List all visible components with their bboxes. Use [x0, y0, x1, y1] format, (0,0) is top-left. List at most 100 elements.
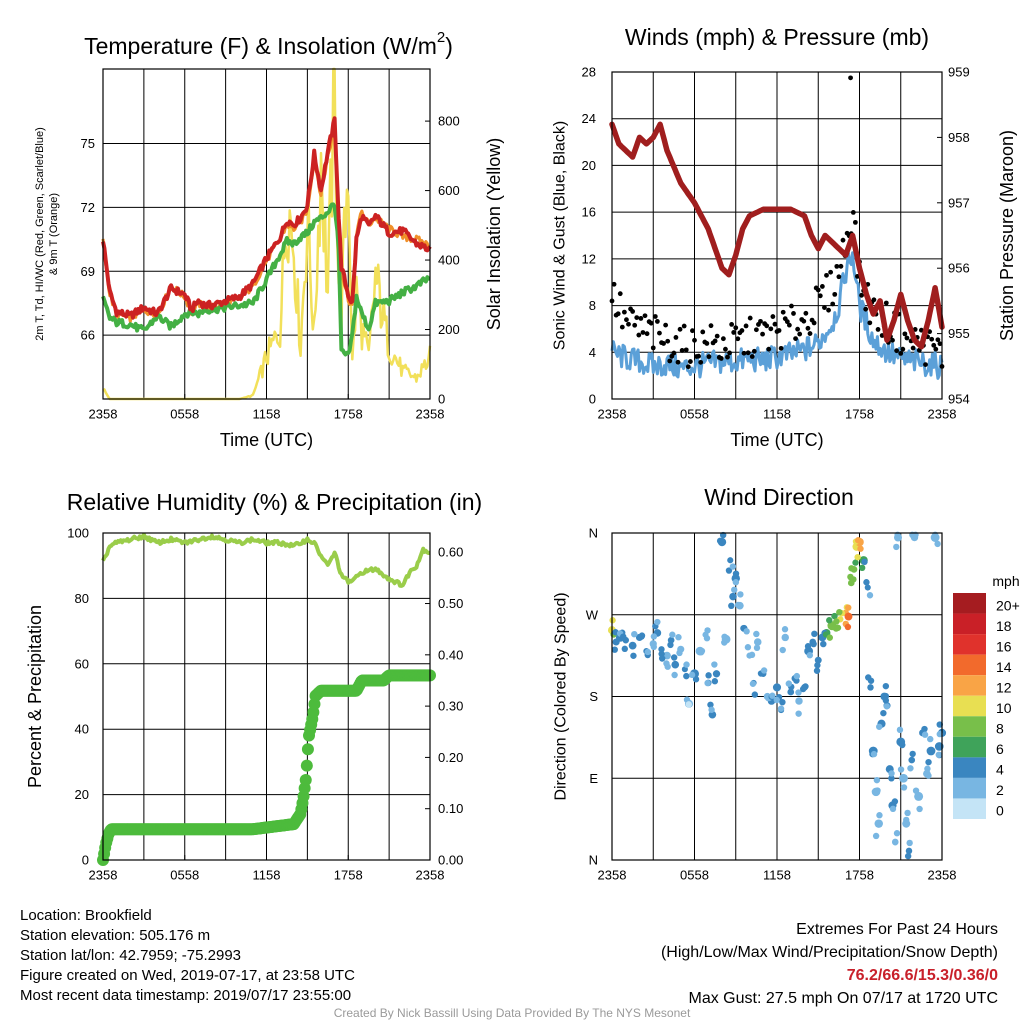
colorbar-title: mph	[992, 573, 1019, 589]
direction-point	[704, 627, 711, 634]
direction-point	[872, 832, 880, 840]
direction-point	[683, 661, 690, 668]
direction-point	[725, 567, 733, 574]
y-axis-label: Sonic Wind & Gust (Blue, Black)	[552, 121, 569, 350]
gust-point	[780, 309, 786, 315]
gust-point	[611, 281, 617, 287]
gust-point	[776, 328, 782, 333]
colorbar-label: 12	[996, 679, 1012, 695]
extremes-title: Extremes For Past 24 Hours	[796, 921, 998, 938]
direction-point	[650, 643, 657, 651]
direction-point	[891, 798, 899, 805]
direction-point	[727, 557, 734, 564]
direction-point	[874, 787, 881, 794]
direction-point	[728, 602, 735, 610]
gust-point	[937, 341, 943, 347]
gust-point	[898, 350, 904, 356]
colorbar-label: 14	[996, 659, 1012, 675]
direction-point	[779, 646, 786, 654]
y-tick-label: 0	[589, 392, 596, 407]
y-tick-label: 20	[582, 158, 596, 173]
gust-point	[778, 345, 784, 351]
y2-tick-label: 954	[948, 392, 970, 407]
direction-point	[620, 633, 627, 640]
y2-tick-label: 0.60	[438, 545, 463, 560]
direction-point	[912, 787, 920, 794]
gust-point	[793, 336, 798, 341]
direction-point	[880, 709, 887, 717]
direction-point	[628, 641, 637, 650]
y-tick-label: 80	[75, 591, 89, 606]
direction-point	[810, 640, 817, 648]
colorbar-label: 20+	[996, 597, 1020, 613]
precip-point	[301, 743, 314, 756]
direction-point	[650, 633, 658, 640]
y2-tick-label: 957	[948, 195, 970, 210]
direction-point	[907, 765, 914, 772]
colorbar-cell	[953, 798, 986, 819]
direction-point	[811, 630, 818, 638]
latlon-text: Station lat/lon: 42.7959; -75.2993	[20, 947, 242, 964]
direction-point	[737, 591, 744, 598]
y2-tick-label: 0.00	[438, 853, 463, 868]
direction-point	[744, 644, 752, 651]
y-tick-label: 40	[75, 722, 89, 737]
direction-point	[897, 766, 905, 773]
colorbar-cell	[953, 675, 986, 696]
gust-point	[859, 292, 864, 298]
gust-point	[789, 303, 794, 309]
direction-point	[903, 816, 910, 824]
x-tick-label: 0558	[170, 868, 199, 883]
y-tick-label: 20	[75, 787, 89, 802]
direction-point	[704, 679, 711, 687]
direction-point	[876, 812, 883, 819]
direction-point	[658, 646, 665, 653]
direction-point	[896, 726, 904, 734]
y2-tick-label: 600	[438, 183, 460, 198]
y-tick-label: W	[586, 607, 599, 622]
direction-point	[863, 579, 870, 586]
direction-point	[753, 630, 760, 638]
direction-point	[664, 663, 671, 670]
gust-point	[840, 237, 846, 243]
direction-point	[779, 698, 786, 706]
direction-point	[630, 652, 637, 659]
colorbar-cell	[953, 593, 986, 614]
gust-point	[883, 300, 889, 306]
gust-point	[838, 263, 844, 269]
direction-point	[721, 633, 728, 640]
gust-point	[745, 350, 751, 356]
gust-point	[824, 272, 829, 278]
direction-point	[867, 684, 874, 691]
colorbar-label: 4	[996, 762, 1004, 778]
y2-axis-label: Solar Insolation (Yellow)	[484, 138, 504, 330]
y2-tick-label: 0.40	[438, 647, 463, 662]
y2-tick-label: 0.50	[438, 596, 463, 611]
gust-point	[642, 313, 648, 319]
y-tick-label: N	[589, 526, 598, 541]
gust-point	[834, 263, 840, 269]
extremes-box: Extremes For Past 24 Hours (High/Low/Max…	[661, 918, 998, 1010]
gust-point	[690, 328, 695, 334]
y-axis-label: Percent & Precipitation	[25, 605, 45, 788]
y2-tick-label: 800	[438, 114, 460, 129]
direction-point	[721, 639, 728, 646]
direction-point	[906, 839, 913, 847]
gust-point	[718, 356, 724, 361]
direction-point	[865, 674, 872, 681]
gust-point	[739, 328, 745, 333]
gust-point	[760, 331, 765, 337]
gust-point	[714, 333, 720, 339]
gust-point	[733, 325, 739, 331]
gust-point	[720, 336, 726, 342]
direction-point	[844, 612, 853, 621]
direction-point	[781, 626, 789, 633]
direction-point	[936, 721, 943, 728]
gust-point	[624, 317, 629, 323]
direction-point	[772, 683, 782, 692]
direction-point	[870, 750, 878, 758]
y-tick-label: 28	[582, 65, 596, 80]
x-tick-label: 2358	[928, 868, 957, 883]
recent-text: Most recent data timestamp: 2019/07/17 2…	[20, 987, 352, 1004]
gust-point	[929, 336, 935, 342]
